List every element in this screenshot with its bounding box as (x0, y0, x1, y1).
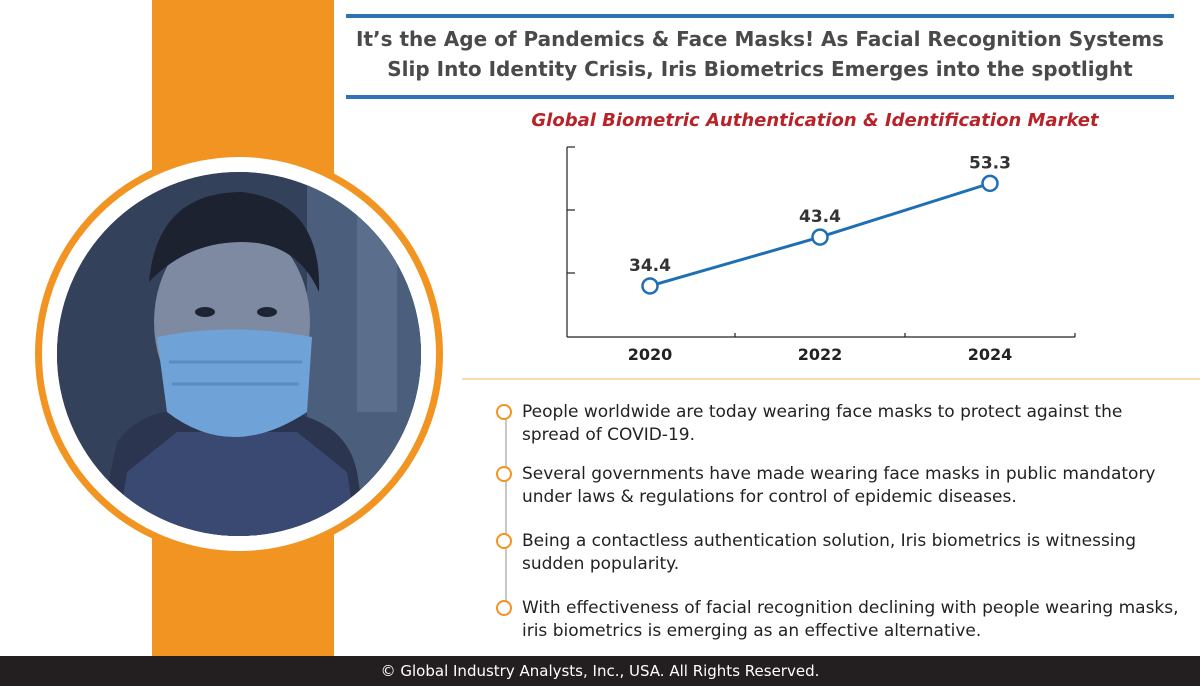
data-label: 43.4 (799, 207, 841, 227)
line-chart: 34.4 2020 43.4 2022 53.3 2024 (566, 146, 1076, 364)
data-label: 34.4 (629, 256, 671, 276)
headline-top-rule (346, 14, 1174, 18)
headline: It’s the Age of Pandemics & Face Masks! … (346, 24, 1174, 84)
bullet-circle-icon (496, 466, 512, 482)
bullet-circle-icon (496, 600, 512, 616)
bullet-circle-icon (496, 533, 512, 549)
bullet-text: People worldwide are today wearing face … (522, 402, 1123, 445)
chart-axes (566, 146, 1076, 338)
x-tick-label: 2020 (628, 345, 673, 364)
masked-person-photo (57, 172, 421, 536)
bullet-circle-icon (496, 404, 512, 420)
chart-series (641, 174, 999, 295)
section-divider (462, 378, 1200, 380)
data-label: 53.3 (969, 153, 1011, 173)
data-point (981, 174, 999, 193)
headline-bottom-rule (346, 95, 1174, 99)
bullet-text: Several governments have made wearing fa… (522, 464, 1156, 507)
x-tick-label: 2022 (798, 345, 843, 364)
x-tick-label: 2024 (968, 345, 1013, 364)
bullet-timeline (505, 410, 507, 610)
footer-copyright: © Global Industry Analysts, Inc., USA. A… (0, 656, 1200, 686)
bullet-text: With effectiveness of facial recognition… (522, 598, 1179, 641)
chart-title: Global Biometric Authentication & Identi… (531, 110, 1099, 131)
data-point (811, 228, 829, 246)
headline-line-1: It’s the Age of Pandemics & Face Masks! … (356, 27, 1164, 51)
bullet-text: Being a contactless authentication solut… (522, 531, 1137, 574)
data-point (641, 277, 659, 295)
chart-labels: 34.4 2020 43.4 2022 53.3 2024 (628, 153, 1013, 364)
headline-line-2: Slip Into Identity Crisis, Iris Biometri… (387, 57, 1133, 81)
